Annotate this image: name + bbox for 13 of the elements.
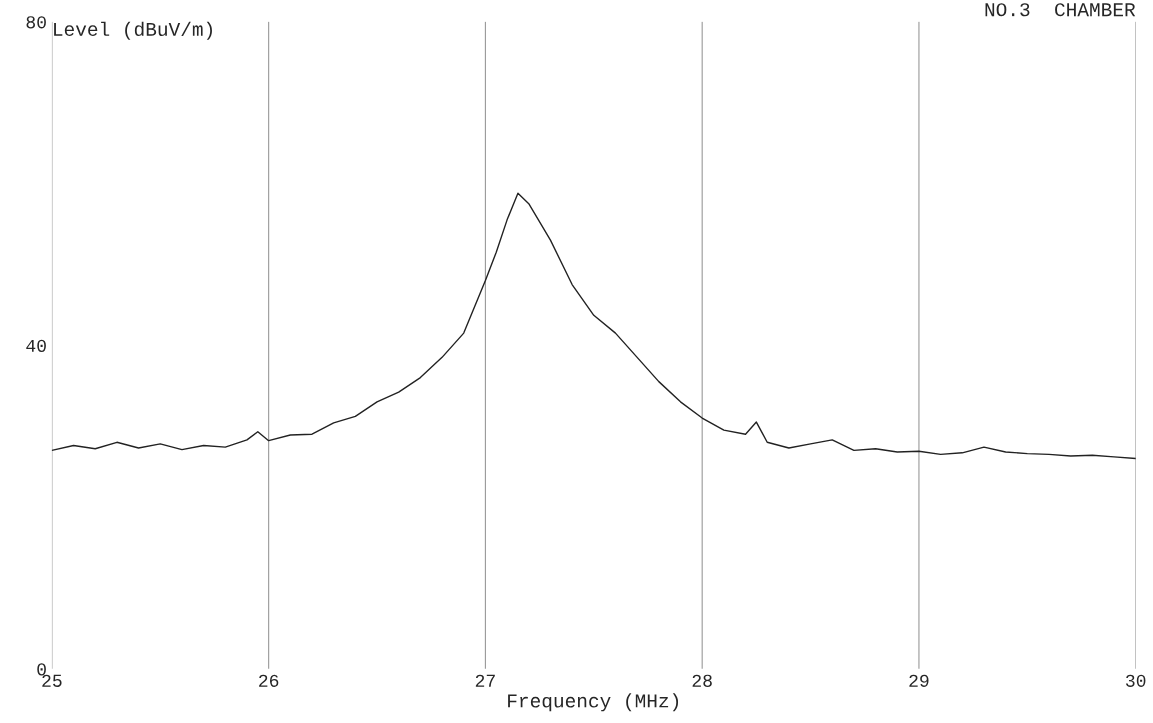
y-tick-label: 40 [26,339,46,352]
y-tick-label: 80 [26,16,46,29]
x-tick-label: 27 [475,674,495,687]
chart-title: NO.3 CHAMBER [985,3,1136,17]
x-axis-title: Frequency (MHz) [508,693,679,712]
y-tick-label: 0 [37,663,46,676]
line-series [51,192,1136,460]
x-tick-label: 28 [692,674,712,687]
y-axis-title: Level (dBuV/m) [54,21,212,40]
x-tick-label: 25 [42,674,62,687]
x-tick-label: 29 [909,674,929,687]
x-tick-label: 26 [259,674,279,687]
x-tick-label: 30 [1126,674,1146,687]
